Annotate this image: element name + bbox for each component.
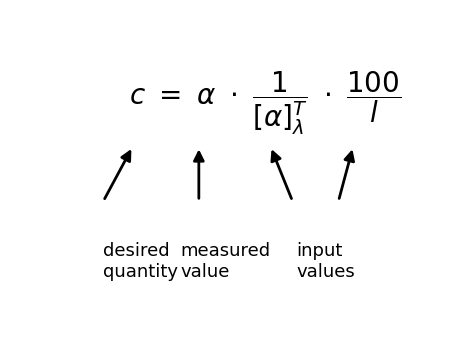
Text: desired
quantity: desired quantity: [103, 242, 178, 281]
Text: measured
value: measured value: [181, 242, 271, 281]
Text: $c \ = \ \alpha \ \cdot \ \dfrac{1}{[\alpha]_{\lambda}^{T}} \ \cdot \ \dfrac{100: $c \ = \ \alpha \ \cdot \ \dfrac{1}{[\al…: [129, 69, 401, 137]
Text: input
values: input values: [296, 242, 355, 281]
